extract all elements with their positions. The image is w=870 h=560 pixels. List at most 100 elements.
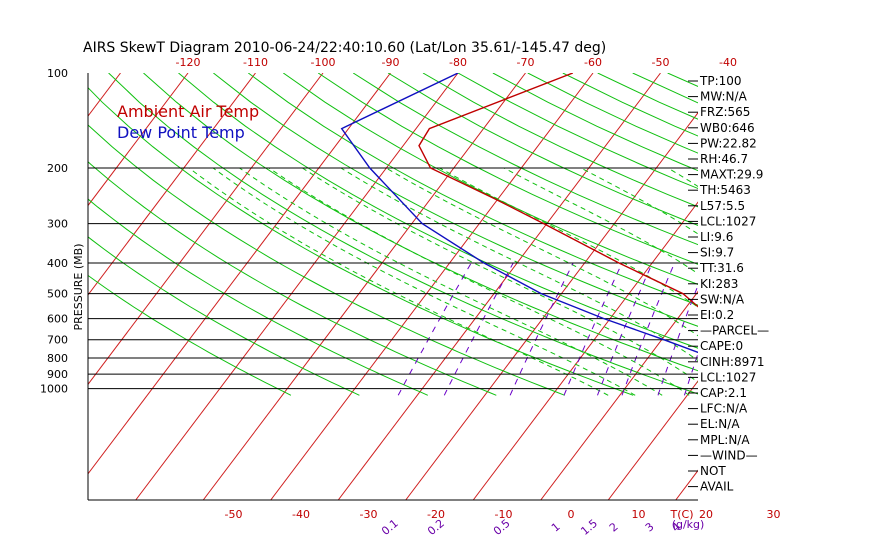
- background-lines: [0, 73, 870, 500]
- stat-line: CINH:8971: [700, 355, 765, 369]
- dry-adiabat-line: [317, 73, 698, 265]
- isobars: [87, 73, 698, 501]
- dry-adiabat-line: [352, 73, 698, 246]
- pressure-tick-label: 500: [47, 288, 68, 301]
- y-axis-label: PRESSURE (MB): [72, 244, 85, 331]
- stat-line: RH:46.7: [700, 152, 748, 166]
- isotherm-line: [337, 73, 661, 500]
- mixing-ratio-line: [597, 262, 653, 396]
- top-temp-tick-label: -100: [311, 56, 336, 69]
- stat-line: FRZ:565: [700, 105, 750, 119]
- moist-adiabat-line: [503, 167, 698, 275]
- bottom-temp-tick-label: -30: [360, 508, 378, 521]
- dry-adiabat-line: [88, 124, 565, 396]
- stat-line: EI:0.2: [700, 308, 734, 322]
- stat-line: SI:9.7: [700, 246, 734, 260]
- stat-line: AVAIL: [700, 480, 734, 494]
- bottom-temp-tick-label: 10: [632, 508, 646, 521]
- moist-adiabat-line: [754, 168, 870, 395]
- stat-line: —PARCEL—: [700, 324, 769, 338]
- top-temp-tick-label: -120: [176, 56, 201, 69]
- dry-adiabat-line: [178, 73, 698, 349]
- mixing-ratio-label: 1.5: [578, 517, 600, 538]
- legend-ambient-air-temp: Ambient Air Temp: [117, 102, 259, 121]
- stat-line: TH:5463: [699, 183, 751, 197]
- dry-adiabat-line: [738, 73, 870, 395]
- moist-adiabat-line: [268, 167, 690, 396]
- bottom-temp-tick-label: 0: [568, 508, 575, 521]
- stat-line: CAPE:0: [700, 339, 743, 353]
- dry-adiabat-line: [807, 73, 870, 395]
- mixing-ratio-label: 0.1: [379, 517, 401, 538]
- dry-adiabat-line: [667, 73, 698, 88]
- pressure-tick-label: 600: [47, 313, 68, 326]
- bottom-temp-tick-label: -20: [427, 508, 445, 521]
- dry-adiabat-line: [422, 73, 698, 208]
- top-temp-tick-label: -80: [449, 56, 467, 69]
- bottom-temp-tick-label: -50: [225, 508, 243, 521]
- mixing-ratio-label: 2: [607, 520, 621, 534]
- mixing-ratio-line: [621, 262, 675, 396]
- isotherm-line: [88, 73, 189, 207]
- stat-line: EL:N/A: [700, 417, 740, 431]
- mixing-ratio-line: [443, 262, 514, 396]
- pressure-tick-label: 100: [47, 67, 68, 80]
- isotherm-line: [743, 73, 870, 500]
- moist-adiabat-line: [667, 167, 698, 188]
- mixing-ratio-line: [563, 262, 623, 396]
- moist-adiabat-line: [239, 167, 663, 396]
- dry-adiabat-line: [842, 73, 870, 395]
- dry-adiabat-line: [772, 73, 870, 395]
- top-temp-tick-label: -60: [584, 56, 602, 69]
- stat-line: MAXT:29.9: [700, 168, 763, 182]
- dry-adiabat-line: [527, 73, 698, 154]
- isotherm-line: [88, 73, 256, 296]
- pressure-tick-label: 800: [47, 352, 68, 365]
- moist-adiabat-line: [385, 167, 698, 337]
- dry-adiabat-line: [248, 73, 698, 306]
- stat-line: KI:283: [700, 277, 738, 291]
- stat-line: MPL:N/A: [700, 433, 750, 447]
- stat-line: CAP:2.1: [700, 386, 747, 400]
- top-temp-tick-label: -70: [517, 56, 535, 69]
- pressure-tick-label: 300: [47, 218, 68, 231]
- dry-adiabat-line: [88, 198, 429, 396]
- isotherm-line: [0, 73, 53, 500]
- stat-line: TT:31.6: [699, 261, 744, 275]
- bottom-temp-tick-label: -10: [495, 508, 513, 521]
- pressure-tick-label: 700: [47, 334, 68, 347]
- stat-line: TP:100: [699, 74, 742, 88]
- isotherm-line: [88, 73, 121, 117]
- isotherm-line: [607, 380, 698, 500]
- dry-adiabat-line: [213, 73, 698, 327]
- temp-unit-label: T(C): [670, 508, 694, 521]
- mixing-ratio-line: [848, 263, 870, 395]
- top-temp-tick-label: -40: [719, 56, 737, 69]
- moist-adiabat-line: [340, 167, 698, 362]
- stat-line: L57:5.5: [700, 199, 745, 213]
- stat-line: NOT: [700, 464, 726, 478]
- isotherm-line: [540, 290, 698, 500]
- dry-adiabat-line: [108, 73, 698, 395]
- pressure-tick-label: 1000: [40, 383, 68, 396]
- top-temp-tick-label: -50: [652, 56, 670, 69]
- bottom-temp-tick-label: -40: [292, 508, 310, 521]
- dry-adiabat-line: [88, 236, 360, 396]
- mixing-unit-label: (g/kg): [672, 518, 705, 531]
- stat-line: LFC:N/A: [700, 402, 748, 416]
- mixing-ratio-line: [397, 262, 472, 396]
- pressure-tick-label: 200: [47, 162, 68, 175]
- mixing-ratio-line: [509, 262, 574, 396]
- bottom-temp-tick-label: 30: [767, 508, 781, 521]
- mixing-ratio-line: [793, 263, 828, 395]
- top-temp-tick-label: -110: [243, 56, 268, 69]
- dry-adiabat-line: [283, 73, 698, 285]
- stat-line: SW:N/A: [700, 292, 745, 306]
- isotherm-line: [88, 73, 391, 475]
- top-temp-tick-label: -90: [382, 56, 400, 69]
- mixing-ratio-line: [817, 263, 849, 395]
- stat-line: WB0:646: [700, 121, 755, 135]
